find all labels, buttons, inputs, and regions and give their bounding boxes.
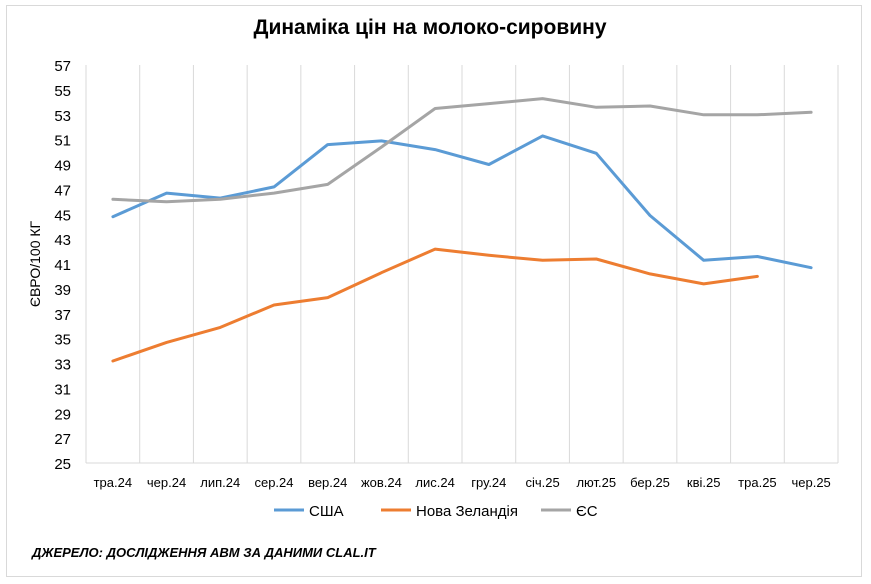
series-line-0: [111, 134, 813, 270]
x-tick-label: чер.24: [147, 475, 186, 490]
series-line-2: [111, 97, 813, 204]
y-tick-label: 33: [54, 357, 71, 374]
y-tick-label: 47: [54, 182, 71, 199]
legend-label: США: [309, 503, 344, 520]
chart-area: 25 27 29 31 33 35 37 39 41 43 45 47 49 51 53 55 57 тра.2…: [27, 58, 839, 520]
y-tick-label: 49: [54, 158, 71, 175]
x-tick-label: лис.24: [415, 475, 454, 490]
legend-label: ЄС: [576, 503, 598, 520]
x-tick-label: жов.24: [361, 475, 402, 490]
y-tick-label: 51: [54, 133, 71, 150]
y-tick-label: 35: [54, 332, 71, 349]
x-tick-label: січ.25: [525, 475, 559, 490]
x-tick-label: кві.25: [687, 475, 721, 490]
y-tick-label: 37: [54, 307, 71, 324]
series-line-1: [111, 247, 759, 363]
y-tick-label: 45: [54, 207, 71, 224]
y-tick-label: 27: [54, 431, 71, 448]
legend-label: Нова Зеландія: [416, 503, 518, 520]
y-tick-label: 39: [54, 282, 71, 299]
x-tick-label: гру.24: [471, 475, 506, 490]
y-tick-label: 29: [54, 406, 71, 423]
y-tick-label: 41: [54, 257, 71, 274]
y-tick-label: 31: [54, 381, 71, 398]
source-note: ДЖЕРЕЛО: ДОСЛІДЖЕННЯ АВМ ЗА ДАНИМИ CLAL.…: [32, 545, 376, 560]
x-tick-label: сер.24: [254, 475, 293, 490]
y-axis-label: ЄВРО/100 КГ: [27, 220, 43, 307]
y-tick-label: 25: [54, 456, 71, 473]
x-tick-label: чер.25: [791, 475, 830, 490]
x-tick-label: тра.24: [94, 475, 133, 490]
y-tick-label: 57: [54, 58, 71, 75]
x-tick-label: вер.24: [308, 475, 347, 490]
x-tick-label: бер.25: [630, 475, 670, 490]
y-tick-label: 43: [54, 232, 71, 249]
x-tick-label: лип.24: [200, 475, 240, 490]
y-tick-label: 55: [54, 83, 71, 100]
x-tick-label: лют.25: [576, 475, 616, 490]
chart-frame: [6, 5, 862, 577]
chart-title: Динаміка цін на молоко-сировину: [253, 16, 607, 39]
y-tick-label: 53: [54, 108, 71, 125]
x-tick-label: тра.25: [738, 475, 777, 490]
